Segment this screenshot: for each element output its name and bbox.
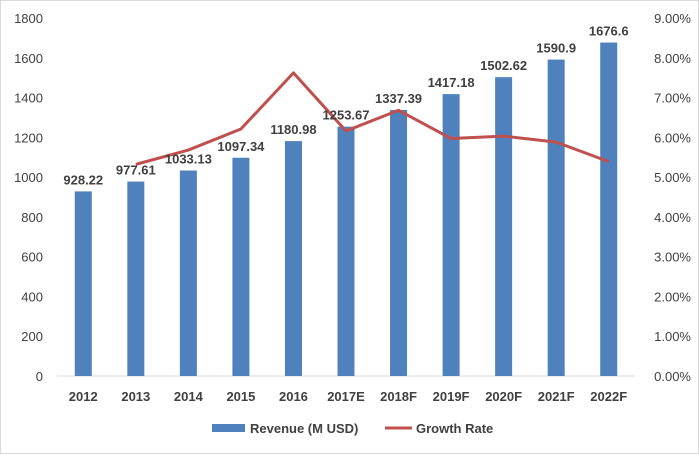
x-axis-tick-label: 2017E xyxy=(327,389,365,404)
revenue-data-label: 1033.13 xyxy=(165,152,212,167)
revenue-data-label: 1337.39 xyxy=(375,91,422,106)
x-axis-tick-label: 2021F xyxy=(538,389,575,404)
right-axis-tick-label: 1.00% xyxy=(654,329,691,344)
legend-growth-label: Growth Rate xyxy=(416,421,493,436)
x-axis-tick-label: 2018F xyxy=(380,389,417,404)
right-axis-tick-label: 2.00% xyxy=(654,289,691,304)
revenue-data-label: 1417.18 xyxy=(428,75,475,90)
left-axis-tick-label: 400 xyxy=(21,289,43,304)
revenue-data-label: 1180.98 xyxy=(270,122,316,137)
revenue-data-label: 1676.6 xyxy=(589,24,629,39)
right-axis-tick-label: 5.00% xyxy=(654,170,691,185)
revenue-bar xyxy=(232,158,249,376)
right-axis-tick-label: 4.00% xyxy=(654,210,691,225)
revenue-data-label: 977.61 xyxy=(116,163,156,178)
left-axis-tick-label: 1200 xyxy=(14,130,43,145)
left-axis-tick-label: 1400 xyxy=(14,91,43,106)
left-axis-tick-label: 200 xyxy=(21,329,43,344)
revenue-bar xyxy=(180,171,197,376)
revenue-data-label: 1097.34 xyxy=(217,139,265,154)
x-axis-tick-label: 2014 xyxy=(174,389,204,404)
right-axis-tick-label: 9.00% xyxy=(654,11,691,26)
revenue-data-label: 1502.62 xyxy=(480,58,527,73)
revenue-data-label: 1590.9 xyxy=(536,41,576,56)
right-axis-tick-label: 6.00% xyxy=(654,130,691,145)
revenue-bar xyxy=(390,110,407,376)
x-axis-tick-label: 2013 xyxy=(121,389,150,404)
x-axis-tick-label: 2016 xyxy=(279,389,308,404)
left-axis-tick-label: 1000 xyxy=(14,170,43,185)
revenue-bar xyxy=(285,141,302,376)
revenue-bar xyxy=(127,182,144,376)
right-axis-tick-label: 8.00% xyxy=(654,51,691,66)
left-axis-tick-label: 0 xyxy=(36,369,43,384)
left-axis-tick-label: 800 xyxy=(21,210,43,225)
revenue-bar xyxy=(548,60,565,376)
left-axis-tick-label: 1600 xyxy=(14,51,43,66)
x-axis-tick-label: 2015 xyxy=(226,389,255,404)
legend-revenue-label: Revenue (M USD) xyxy=(250,421,358,436)
revenue-bar xyxy=(75,191,92,376)
left-axis-tick-label: 600 xyxy=(21,250,43,265)
x-axis-tick-label: 2022F xyxy=(590,389,627,404)
left-axis-tick-label: 1800 xyxy=(14,11,43,26)
revenue-data-label: 928.22 xyxy=(63,172,103,187)
legend-revenue-swatch xyxy=(212,424,245,432)
revenue-bar xyxy=(338,127,355,376)
right-axis-tick-label: 0.00% xyxy=(654,369,691,384)
right-axis-tick-label: 7.00% xyxy=(654,91,691,106)
right-axis-tick-label: 3.00% xyxy=(654,250,691,265)
x-axis-tick-label: 2012 xyxy=(69,389,98,404)
x-axis-tick-label: 2019F xyxy=(433,389,470,404)
revenue-bar xyxy=(600,43,617,376)
revenue-bar xyxy=(495,77,512,376)
x-axis-tick-label: 2020F xyxy=(485,389,522,404)
revenue-data-label: 1253.67 xyxy=(323,108,370,123)
